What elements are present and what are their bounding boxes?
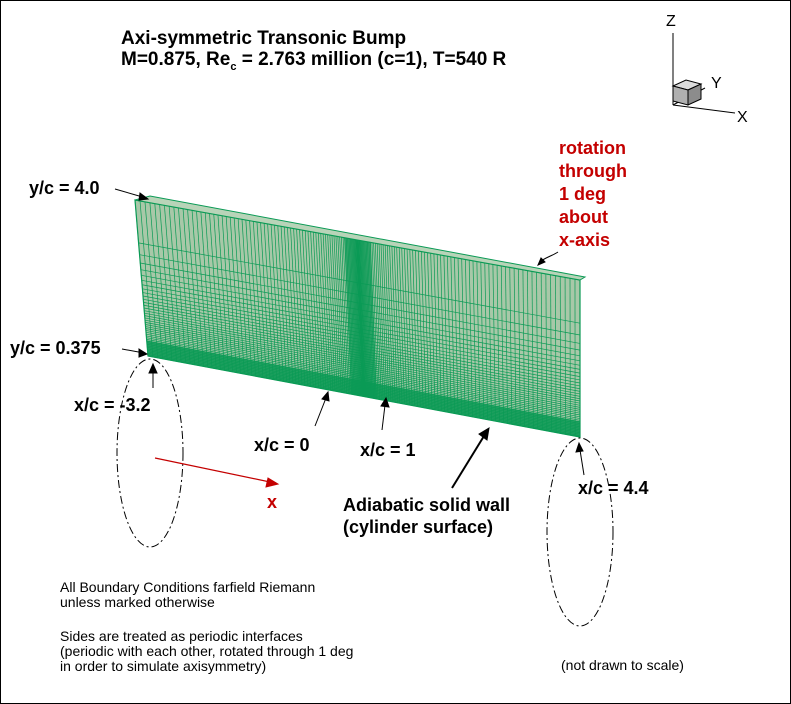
title-line-1: Axi-symmetric Transonic Bump	[121, 28, 406, 50]
label-y-bottom: y/c = 0.375	[10, 338, 101, 359]
axis-y-label: Y	[711, 75, 722, 93]
x-start-pointer	[149, 364, 157, 388]
bc-note-line-1: All Boundary Conditions farfield Riemann	[60, 580, 315, 595]
label-y-top: y/c = 4.0	[29, 178, 100, 199]
rotation-note-line: rotation	[559, 137, 627, 160]
wall-pointer	[452, 428, 489, 488]
x-end-pointer	[576, 443, 584, 475]
rotation-arrow	[538, 252, 558, 265]
label-x-arrow: x	[267, 492, 277, 513]
label-wall: Adiabatic solid wall (cylinder surface)	[343, 494, 510, 538]
axis-z-label: Z	[666, 13, 676, 31]
axis-triad	[673, 33, 735, 113]
scale-note: (not drawn to scale)	[561, 658, 684, 673]
bc-note: All Boundary Conditions farfield Riemann…	[60, 580, 315, 610]
sides-note-line-2: (periodic with each other, rotated throu…	[60, 644, 353, 659]
y-top-pointer	[115, 189, 148, 200]
outlet-cylinder-outline	[547, 438, 613, 626]
x-direction-arrow	[155, 458, 278, 487]
rotation-note-line: about	[559, 206, 627, 229]
label-wall-line-1: Adiabatic solid wall	[343, 494, 510, 516]
label-x-end: x/c = 4.4	[578, 478, 649, 499]
sides-note: Sides are treated as periodic interfaces…	[60, 629, 353, 674]
label-x-one: x/c = 1	[360, 440, 416, 461]
label-wall-line-2: (cylinder surface)	[343, 516, 510, 538]
sides-note-line-3: in order to simulate axisymmetry)	[60, 659, 353, 674]
computational-mesh	[135, 196, 585, 437]
rotation-note: rotation through 1 deg about x-axis	[559, 137, 627, 252]
axis-x-label: X	[737, 109, 748, 127]
x-zero-pointer	[315, 392, 329, 426]
y-bottom-pointer	[122, 349, 147, 357]
label-x-zero: x/c = 0	[254, 435, 310, 456]
sides-note-line-1: Sides are treated as periodic interfaces	[60, 629, 353, 644]
x-one-pointer	[381, 398, 389, 430]
rotation-note-line: through	[559, 160, 627, 183]
inlet-cylinder-outline	[117, 359, 183, 547]
label-x-start: x/c = -3.2	[74, 395, 151, 416]
bc-note-line-2: unless marked otherwise	[60, 595, 315, 610]
rotation-note-line: 1 deg	[559, 183, 627, 206]
title-line-2: M=0.875, Rec = 2.763 million (c=1), T=54…	[121, 49, 506, 78]
rotation-note-line: x-axis	[559, 229, 627, 252]
